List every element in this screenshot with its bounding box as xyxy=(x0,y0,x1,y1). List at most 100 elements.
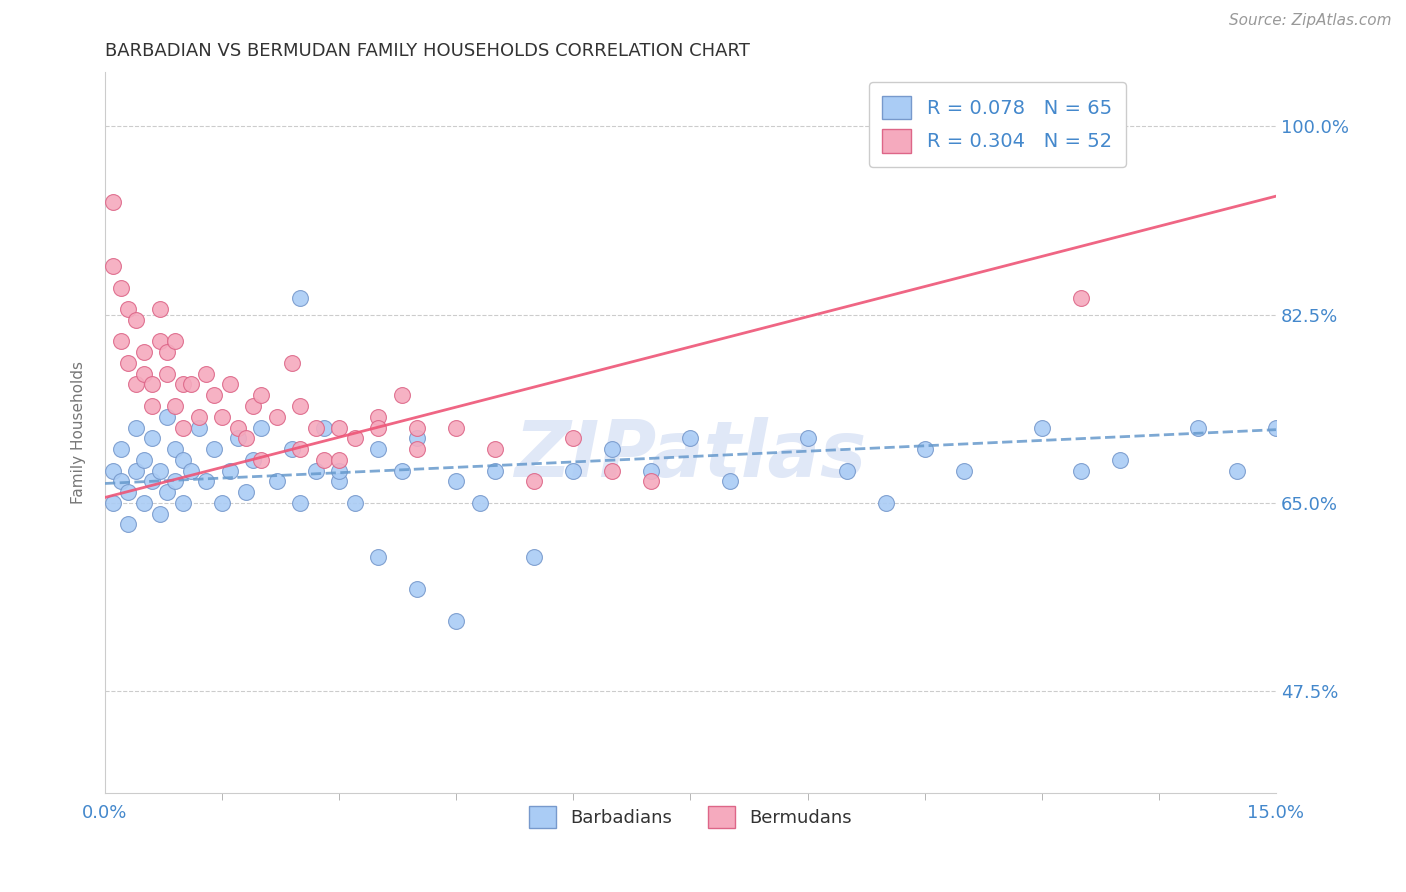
Point xyxy=(1265,420,1288,434)
Point xyxy=(141,431,163,445)
Point xyxy=(391,464,413,478)
Point xyxy=(484,442,506,456)
Point xyxy=(718,475,741,489)
Point xyxy=(796,431,818,445)
Point xyxy=(172,420,194,434)
Point xyxy=(446,420,468,434)
Point xyxy=(125,464,148,478)
Point xyxy=(305,464,328,478)
Text: ZIPatlas: ZIPatlas xyxy=(515,417,866,492)
Point xyxy=(281,356,304,370)
Point xyxy=(180,377,202,392)
Point xyxy=(141,399,163,413)
Point xyxy=(132,496,155,510)
Point xyxy=(141,377,163,392)
Point xyxy=(101,259,124,273)
Point xyxy=(187,409,209,424)
Point xyxy=(367,549,389,564)
Point xyxy=(562,464,585,478)
Point xyxy=(1070,292,1092,306)
Point xyxy=(523,549,546,564)
Point xyxy=(219,377,242,392)
Y-axis label: Family Households: Family Households xyxy=(72,361,86,504)
Point xyxy=(446,614,468,628)
Point xyxy=(305,420,328,434)
Point xyxy=(202,388,225,402)
Point xyxy=(235,485,257,500)
Point xyxy=(165,399,187,413)
Point xyxy=(288,292,311,306)
Point xyxy=(640,464,662,478)
Point xyxy=(312,452,335,467)
Point xyxy=(242,399,264,413)
Point xyxy=(343,431,366,445)
Point xyxy=(288,442,311,456)
Point xyxy=(446,475,468,489)
Point xyxy=(367,442,389,456)
Point xyxy=(406,442,429,456)
Point xyxy=(391,388,413,402)
Point xyxy=(101,496,124,510)
Point xyxy=(156,345,179,359)
Point xyxy=(101,194,124,209)
Point xyxy=(117,485,139,500)
Point xyxy=(250,452,273,467)
Point xyxy=(406,431,429,445)
Point xyxy=(165,475,187,489)
Point xyxy=(281,442,304,456)
Point xyxy=(914,442,936,456)
Point xyxy=(117,356,139,370)
Point xyxy=(187,420,209,434)
Point xyxy=(602,464,624,478)
Point xyxy=(132,345,155,359)
Point xyxy=(235,431,257,445)
Point xyxy=(328,452,350,467)
Point xyxy=(149,464,172,478)
Point xyxy=(484,464,506,478)
Point xyxy=(1187,420,1209,434)
Point xyxy=(288,496,311,510)
Point xyxy=(328,464,350,478)
Point xyxy=(180,464,202,478)
Point xyxy=(1031,420,1053,434)
Point xyxy=(367,420,389,434)
Point xyxy=(226,431,249,445)
Point xyxy=(156,367,179,381)
Point xyxy=(156,485,179,500)
Point xyxy=(172,377,194,392)
Point xyxy=(149,507,172,521)
Point xyxy=(250,388,273,402)
Point xyxy=(406,420,429,434)
Point xyxy=(149,334,172,349)
Point xyxy=(343,496,366,510)
Point xyxy=(640,475,662,489)
Text: BARBADIAN VS BERMUDAN FAMILY HOUSEHOLDS CORRELATION CHART: BARBADIAN VS BERMUDAN FAMILY HOUSEHOLDS … xyxy=(105,42,749,60)
Point xyxy=(875,496,897,510)
Point xyxy=(125,420,148,434)
Point xyxy=(110,334,132,349)
Point xyxy=(468,496,491,510)
Text: Source: ZipAtlas.com: Source: ZipAtlas.com xyxy=(1229,13,1392,29)
Point xyxy=(266,409,288,424)
Point xyxy=(367,409,389,424)
Point xyxy=(288,399,311,413)
Point xyxy=(562,431,585,445)
Point xyxy=(1226,464,1249,478)
Point xyxy=(132,367,155,381)
Point xyxy=(110,280,132,294)
Point xyxy=(226,420,249,434)
Point xyxy=(266,475,288,489)
Legend: Barbadians, Bermudans: Barbadians, Bermudans xyxy=(522,798,859,835)
Point xyxy=(835,464,858,478)
Point xyxy=(149,302,172,317)
Point xyxy=(250,420,273,434)
Point xyxy=(211,409,233,424)
Point xyxy=(172,452,194,467)
Point xyxy=(195,475,218,489)
Point xyxy=(110,475,132,489)
Point xyxy=(117,302,139,317)
Point xyxy=(125,313,148,327)
Point xyxy=(165,334,187,349)
Point xyxy=(202,442,225,456)
Point xyxy=(679,431,702,445)
